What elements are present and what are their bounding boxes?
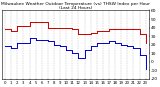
Title: Milwaukee Weather Outdoor Temperature (vs) THSW Index per Hour (Last 24 Hours): Milwaukee Weather Outdoor Temperature (v… — [1, 2, 150, 10]
